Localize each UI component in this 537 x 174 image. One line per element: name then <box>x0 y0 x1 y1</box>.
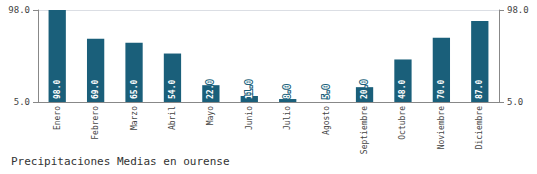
svg-text:65.0: 65.0 <box>130 80 139 99</box>
svg-text:11.0: 11.0 <box>245 80 254 99</box>
svg-text:98.0: 98.0 <box>507 5 529 15</box>
svg-text:Diciembre: Diciembre <box>475 106 484 150</box>
svg-text:Octubre: Octubre <box>398 106 407 140</box>
svg-text:70.0: 70.0 <box>437 80 446 99</box>
svg-text:54.0: 54.0 <box>168 80 177 99</box>
svg-text:Precipitaciones Medias en oure: Precipitaciones Medias en ourense <box>11 155 230 168</box>
svg-text:20.0: 20.0 <box>360 80 369 99</box>
svg-text:Agosto: Agosto <box>322 106 331 135</box>
svg-text:Septiembre: Septiembre <box>360 106 369 154</box>
svg-text:98.0: 98.0 <box>8 5 30 15</box>
svg-text:Junio: Junio <box>245 106 254 130</box>
svg-text:5.0: 5.0 <box>507 97 523 107</box>
svg-text:Marzo: Marzo <box>130 106 139 130</box>
svg-text:22.0: 22.0 <box>206 80 215 99</box>
svg-text:5.0: 5.0 <box>322 84 331 99</box>
svg-text:Mayo: Mayo <box>206 106 215 125</box>
svg-text:Abril: Abril <box>168 106 177 130</box>
svg-text:Julio: Julio <box>283 106 292 130</box>
svg-text:98.0: 98.0 <box>53 80 62 99</box>
svg-text:Enero: Enero <box>53 106 62 130</box>
svg-text:Febrero: Febrero <box>91 106 100 140</box>
svg-text:8.0: 8.0 <box>283 84 292 99</box>
svg-text:87.0: 87.0 <box>475 80 484 99</box>
svg-text:69.0: 69.0 <box>91 80 100 99</box>
svg-text:Noviembre: Noviembre <box>437 106 446 150</box>
svg-text:5.0: 5.0 <box>14 97 30 107</box>
svg-text:48.0: 48.0 <box>398 80 407 99</box>
